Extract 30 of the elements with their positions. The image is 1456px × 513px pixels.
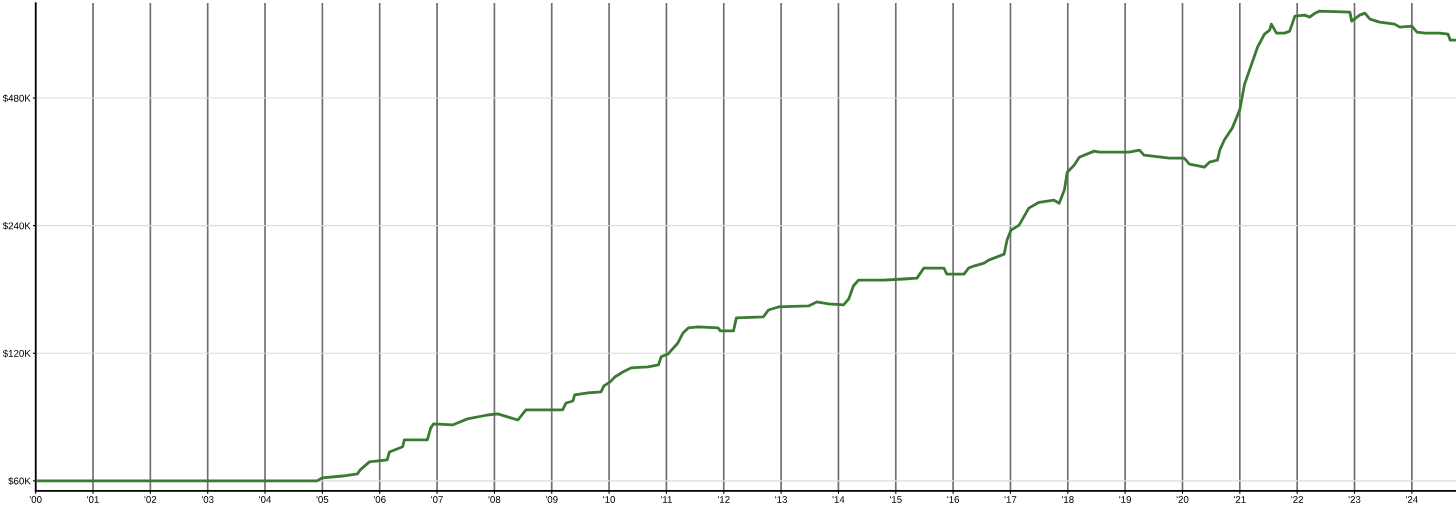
- y-tick-label: $240K: [2, 221, 31, 230]
- x-tick-label: '22: [1291, 496, 1304, 503]
- line-series: [35, 9, 1456, 483]
- x-tick-label: '03: [201, 496, 214, 503]
- x-tick-label: '21: [1233, 496, 1246, 503]
- x-tick-label: '16: [947, 496, 960, 503]
- x-tick-label: '20: [1176, 496, 1189, 503]
- x-tick-label: '08: [488, 496, 501, 503]
- y-tick-label: $480K: [2, 94, 31, 103]
- y-tick-label: $60K: [8, 477, 31, 486]
- x-tick-label: '17: [1004, 496, 1017, 503]
- x-tick-label: '18: [1061, 496, 1074, 503]
- x-tick-label: '04: [259, 496, 272, 503]
- x-tick-label: '07: [431, 496, 443, 503]
- x-tick-label: '15: [889, 496, 902, 503]
- x-tick-label: '00: [29, 496, 42, 503]
- x-tick-label: '13: [775, 496, 788, 503]
- x-tick-label: '02: [144, 496, 157, 503]
- y-tick-label: $120K: [2, 349, 31, 358]
- x-tick-label: '05: [316, 496, 329, 503]
- x-tick-label: '24: [1406, 496, 1418, 503]
- x-tick-label: '11: [660, 496, 672, 503]
- x-tick-label: '06: [373, 496, 386, 503]
- x-tick-label: '09: [545, 496, 558, 503]
- x-tick-label: '12: [717, 496, 730, 503]
- x-tick-label: '10: [603, 496, 616, 503]
- x-tick-label: '19: [1119, 496, 1132, 503]
- x-tick-label: '23: [1348, 496, 1361, 503]
- x-tick-label: '14: [832, 496, 845, 503]
- x-tick-label: '01: [87, 496, 99, 503]
